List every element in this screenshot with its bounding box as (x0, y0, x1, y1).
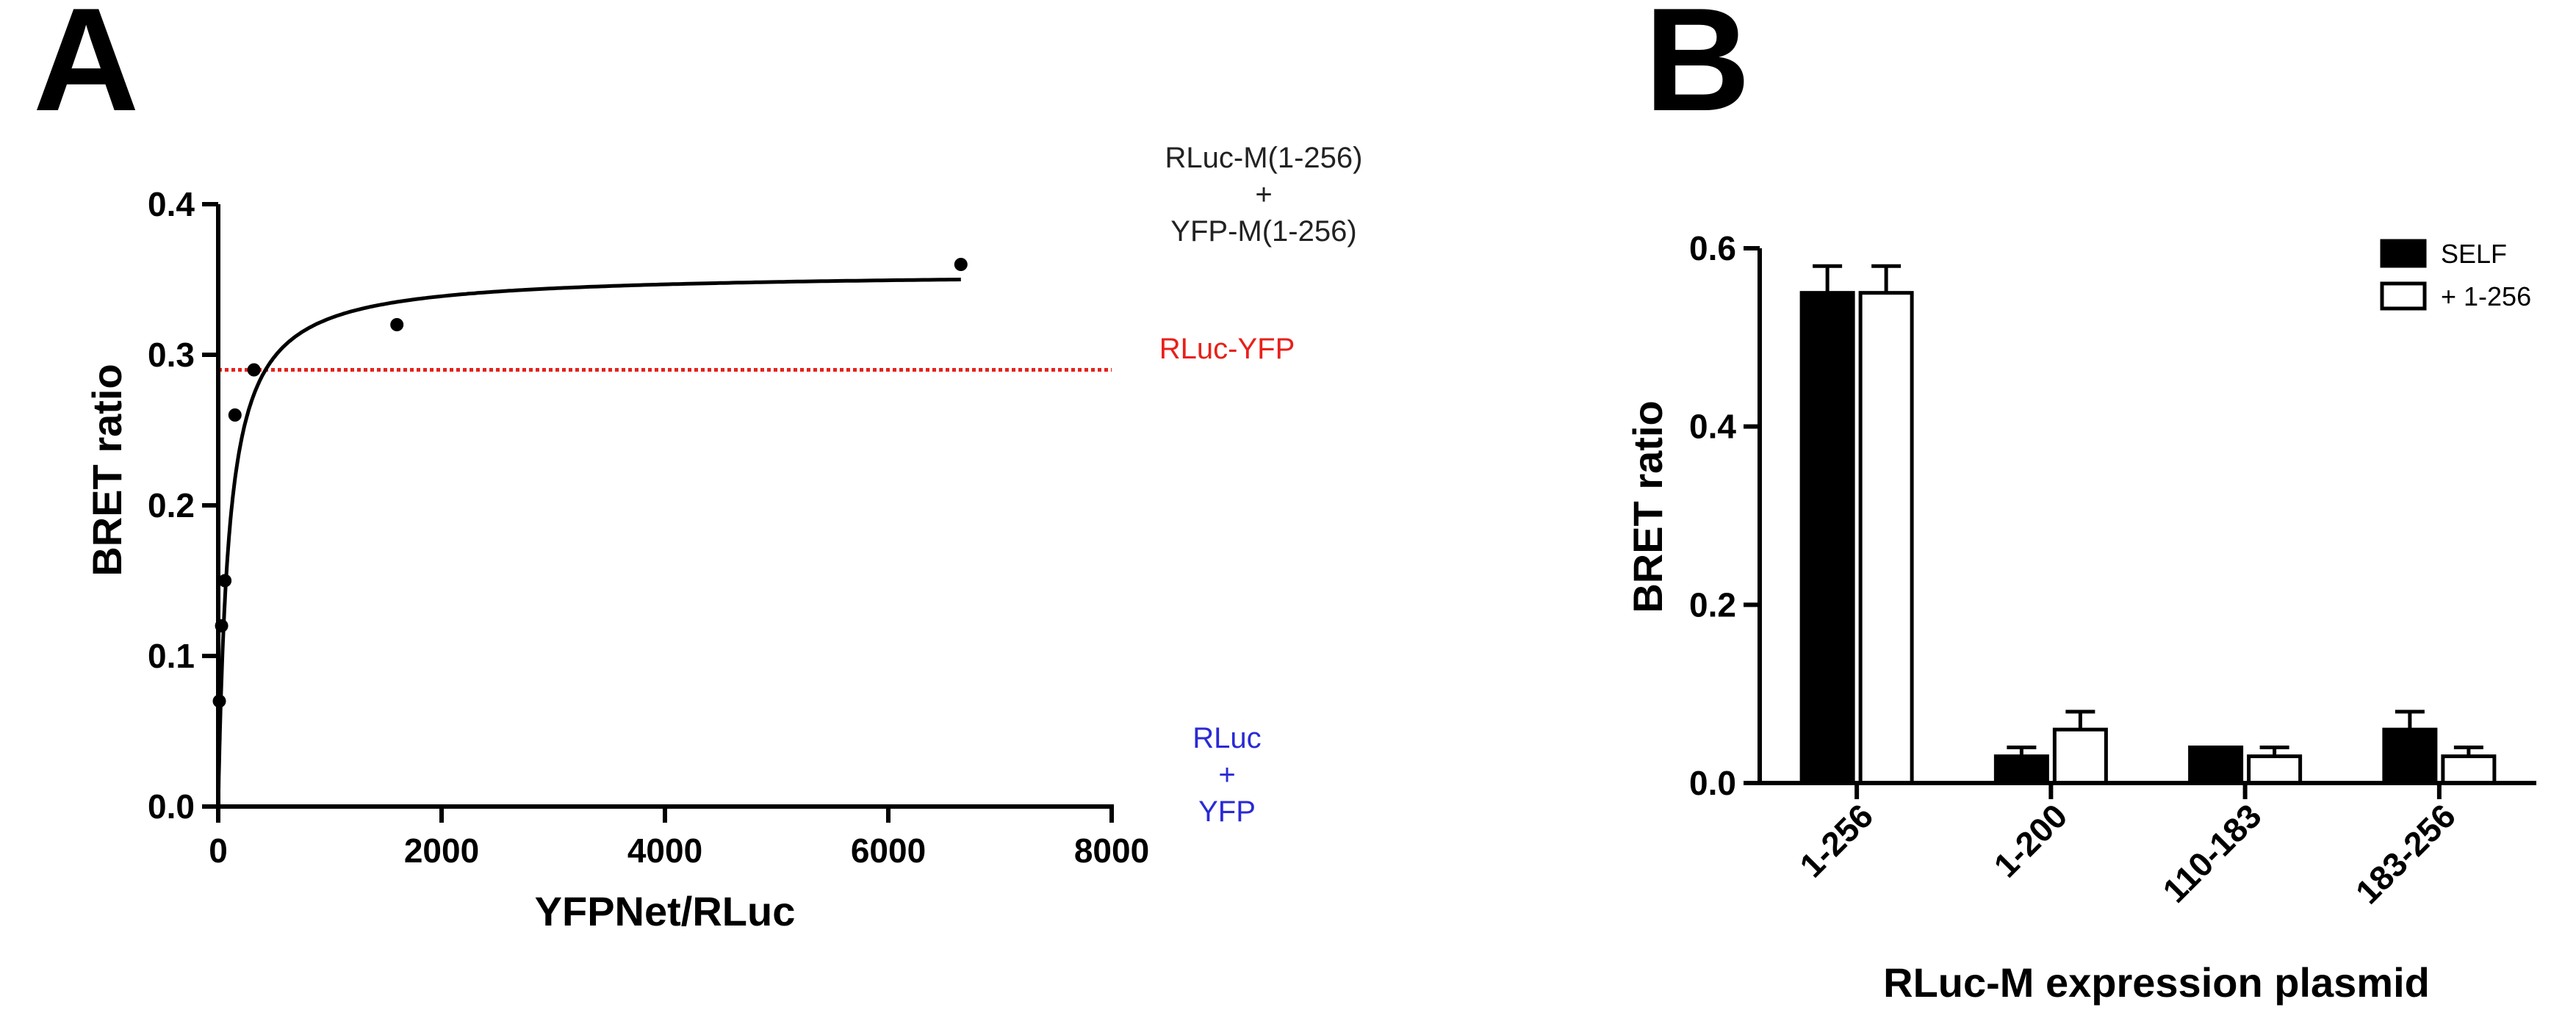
panel-a: A RLuc-M(1-256) + YFP-M(1-256)RLuc-YFPRLuc… (33, 0, 1362, 934)
category-label: 110-183 (2155, 796, 2268, 909)
y-tick-label: 0.2 (148, 486, 195, 524)
panel-b-legend: SELF + 1-256 (2380, 239, 2531, 311)
annotation-rluc-m-yfp-m: RLuc-M(1-256) + YFP-M(1-256) (1165, 142, 1363, 248)
y-tick-label: 0.4 (148, 185, 195, 223)
panel-a-y-axis-title: BRET ratio (84, 364, 130, 576)
y-tick-label: 0.3 (148, 336, 195, 374)
bar-1-256-plus-1-256 (1858, 291, 1914, 785)
x-tick-label: 2000 (404, 832, 479, 870)
category-label: 1-200 (1986, 796, 2074, 884)
panel-a-x-axis-title: YFPNet/RLuc (535, 888, 796, 934)
x-tick-label: 6000 (851, 832, 926, 870)
x-tick-label: 8000 (1074, 832, 1149, 870)
data-point-4 (247, 363, 261, 377)
panel-a-letter: A (33, 0, 139, 142)
data-point-6 (954, 258, 968, 271)
legend-swatch-1 (2380, 281, 2427, 311)
legend-label-1: + 1-256 (2441, 281, 2531, 311)
y-tick-label: 0.0 (1689, 764, 1736, 802)
y-tick-label: 0.6 (1689, 229, 1736, 267)
bar-1-200-self (1993, 754, 2049, 785)
bar-183-256-plus-1-256 (2441, 754, 2497, 785)
x-tick-label: 0 (209, 832, 228, 870)
bar-1-200-plus-1-256 (2052, 727, 2108, 785)
bar-183-256-self (2382, 727, 2438, 785)
panel-b-axes (1757, 248, 2536, 785)
panel-b: B BRET ratio RLuc-M expression plasmid 1… (1625, 0, 2536, 1006)
bar-110-183-self (2188, 745, 2244, 785)
annotation-rluc-plus-yfp: RLuc + YFP (1192, 722, 1261, 828)
data-point-5 (390, 318, 404, 331)
y-tick-label: 0.4 (1689, 408, 1736, 446)
bar-110-183-plus-1-256 (2247, 754, 2303, 785)
annotation-rluc-yfp: RLuc-YFP (1159, 333, 1295, 365)
panel-a-axes (216, 204, 1114, 809)
y-tick-label: 0.0 (148, 787, 195, 826)
data-point-3 (228, 408, 242, 422)
data-point-2 (218, 574, 232, 588)
bar-1-256-self (1799, 291, 1855, 785)
category-label: 1-256 (1792, 796, 1880, 884)
legend-label-0: SELF (2441, 239, 2507, 269)
x-tick-label: 4000 (627, 832, 702, 870)
category-label: 183-256 (2348, 796, 2463, 911)
y-tick-label: 0.2 (1689, 585, 1736, 624)
panel-b-letter: B (1644, 0, 1750, 142)
panel-b-x-axis-title: RLuc-M expression plasmid (1883, 959, 2430, 1006)
legend-swatch-0 (2380, 239, 2427, 268)
panel-b-y-axis-title: BRET ratio (1625, 400, 1671, 613)
y-tick-label: 0.1 (148, 637, 195, 675)
panel-a-annotations: RLuc-M(1-256) + YFP-M(1-256) RLuc-YFP RLuc + Y… (1159, 142, 1363, 828)
fit-curve (216, 278, 961, 807)
